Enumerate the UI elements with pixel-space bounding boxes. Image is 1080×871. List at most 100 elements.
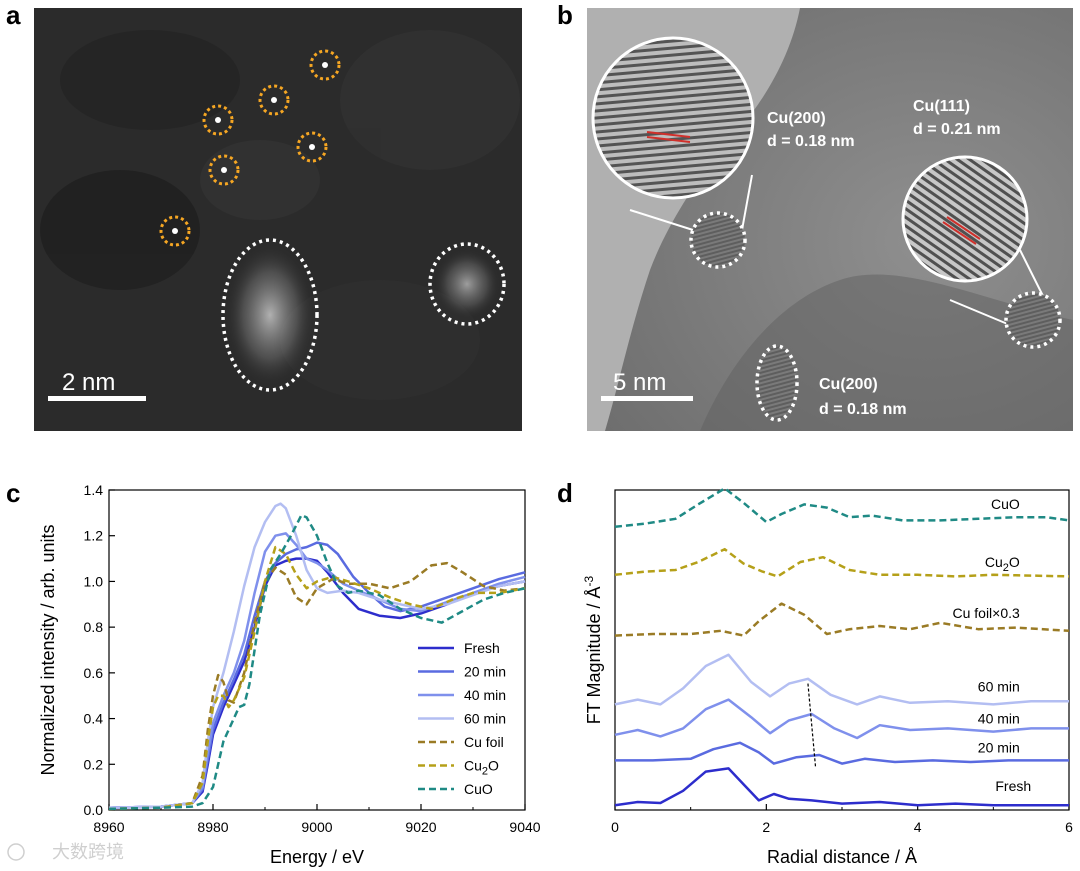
x-tick-label: 9040 bbox=[509, 819, 540, 835]
single-atom-marker bbox=[208, 154, 240, 186]
y-tick-label: 1.2 bbox=[84, 528, 104, 544]
y-tick-label: 0.6 bbox=[84, 665, 104, 681]
single-atom-dot bbox=[172, 228, 178, 234]
plot-d-guide-line bbox=[807, 683, 817, 767]
plot-c-legend: Fresh 20 min 40 min 60 min Cu foil Cu2O CuO bbox=[418, 640, 506, 797]
particle-marker bbox=[689, 211, 747, 269]
plot-d-ticks: 0 2 4 6 bbox=[611, 804, 1073, 835]
panel-c: c 8960 8980 9000 9020 9040 0.0 0.2 0.4 0.6 0.8 1.0… bbox=[6, 478, 541, 867]
legend-label-cu-foil: Cu foil bbox=[464, 734, 504, 750]
fringe-marker-2 bbox=[942, 216, 981, 245]
annotation-cu200-bottom-line2: d = 0.18 nm bbox=[819, 401, 907, 418]
panel-a-texture bbox=[40, 30, 520, 400]
fft-inset-2 bbox=[901, 155, 1029, 283]
series-label-cu2o: Cu2O bbox=[985, 554, 1020, 574]
annotation-cu111-line1: Cu(111) bbox=[913, 98, 970, 115]
x-tick-label: 4 bbox=[914, 819, 922, 835]
scale-bar-a-text: 2 nm bbox=[62, 369, 115, 396]
x-tick-label: 9020 bbox=[405, 819, 436, 835]
series-line-40-min bbox=[108, 532, 526, 809]
single-atom-markers bbox=[159, 49, 341, 247]
series-label-cuo: CuO bbox=[991, 496, 1020, 512]
particle-marker bbox=[755, 344, 799, 422]
series-line-40-min bbox=[614, 698, 1069, 740]
legend-label-20-min: 20 min bbox=[464, 664, 506, 680]
legend-label-60-min: 60 min bbox=[464, 711, 506, 727]
plot-c-series bbox=[108, 502, 526, 811]
plot-d-xlabel: Radial distance / Å bbox=[767, 847, 917, 867]
legend-label-cuo: CuO bbox=[464, 781, 493, 797]
series-label-cu-foil: Cu foil×0.3 bbox=[952, 605, 1020, 621]
panel-a-label: a bbox=[6, 0, 21, 30]
single-atom-dot bbox=[221, 167, 227, 173]
single-atom-dot bbox=[271, 97, 277, 103]
series-line-fresh bbox=[614, 767, 1069, 807]
series-label-20-min: 20 min bbox=[978, 739, 1020, 755]
legend-label-cu2o: Cu2O bbox=[464, 758, 499, 778]
legend-label-40-min: 40 min bbox=[464, 687, 506, 703]
series-line-cu-foil bbox=[108, 561, 526, 811]
cluster-glow-1 bbox=[225, 243, 315, 387]
series-line-cuo bbox=[108, 513, 526, 811]
single-atom-dot bbox=[322, 62, 328, 68]
cluster-glow-2 bbox=[434, 249, 500, 319]
annotation-cu200-bottom-line1: Cu(200) bbox=[819, 376, 878, 393]
panel-a: 2 nm a bbox=[6, 0, 522, 431]
plot-d-series bbox=[614, 487, 1070, 807]
watermark: 大数跨境 bbox=[7, 842, 124, 862]
series-line-60-min bbox=[108, 502, 526, 809]
panel-c-label: c bbox=[6, 478, 20, 508]
fft-inset-1 bbox=[591, 36, 755, 200]
series-line-60-min bbox=[614, 653, 1069, 706]
series-line-cu-foil bbox=[614, 602, 1070, 637]
panel-d: d 0 2 4 6 Fresh 20 min 40 min 60 min Cu foil×0.… bbox=[557, 478, 1073, 867]
zoom-line bbox=[741, 174, 753, 231]
scale-bar-b-text: 5 nm bbox=[613, 369, 666, 396]
x-tick-label: 9000 bbox=[301, 819, 332, 835]
particle-marker bbox=[1004, 291, 1062, 349]
fringe-marker-1 bbox=[646, 131, 691, 143]
series-label-60-min: 60 min bbox=[978, 679, 1020, 695]
series-line-20-min bbox=[615, 741, 1069, 765]
single-atom-marker bbox=[296, 131, 328, 163]
series-line-cu2o bbox=[108, 545, 526, 811]
x-tick-label: 6 bbox=[1065, 819, 1073, 835]
x-tick-label: 8960 bbox=[93, 819, 124, 835]
annotation-cu200-top-line1: Cu(200) bbox=[767, 110, 826, 127]
y-tick-label: 1.4 bbox=[84, 482, 104, 498]
zoom-line bbox=[629, 209, 694, 231]
x-tick-label: 2 bbox=[762, 819, 770, 835]
watermark-text: 大数跨境 bbox=[52, 842, 124, 862]
plot-d-series-labels: Fresh 20 min 40 min 60 min Cu foil×0.3 Cu2O Cu… bbox=[952, 496, 1031, 794]
annotation-cu111-line2: d = 0.21 nm bbox=[913, 121, 1001, 138]
plot-c-ylabel: Normalized intensity / arb. units bbox=[38, 524, 58, 775]
y-tick-label: 0.4 bbox=[84, 711, 104, 727]
series-line-cuo bbox=[614, 487, 1070, 529]
x-tick-label: 8980 bbox=[197, 819, 228, 835]
single-atom-dot bbox=[215, 117, 221, 123]
annotation-cu200-top-line2: d = 0.18 nm bbox=[767, 133, 855, 150]
y-tick-label: 0.0 bbox=[84, 802, 104, 818]
plot-d-ylabel-sup: -3 bbox=[582, 575, 596, 586]
series-label-40-min: 40 min bbox=[978, 711, 1020, 727]
single-atom-marker bbox=[258, 84, 290, 116]
series-line-cu2o bbox=[614, 547, 1070, 578]
plot-c-xlabel: Energy / eV bbox=[270, 847, 364, 867]
single-atom-marker bbox=[309, 49, 341, 81]
single-atom-marker bbox=[202, 104, 234, 136]
series-label-fresh: Fresh bbox=[995, 778, 1031, 794]
single-atom-marker bbox=[159, 215, 191, 247]
cluster-outline-2 bbox=[428, 242, 506, 326]
watermark-logo-icon bbox=[7, 843, 25, 861]
scale-bar-a bbox=[48, 396, 146, 401]
panel-d-label: d bbox=[557, 478, 573, 508]
scale-bar-b bbox=[601, 396, 693, 401]
y-tick-label: 1.0 bbox=[84, 573, 104, 589]
plot-d-ylabel-main: FT Magnitude / Å bbox=[584, 586, 604, 724]
panel-b-label: b bbox=[557, 0, 573, 30]
plot-d-ylabel: FT Magnitude / Å-3 bbox=[582, 575, 604, 724]
legend-label-fresh: Fresh bbox=[464, 640, 500, 656]
y-tick-label: 0.2 bbox=[84, 756, 104, 772]
zoom-line bbox=[949, 299, 1011, 326]
